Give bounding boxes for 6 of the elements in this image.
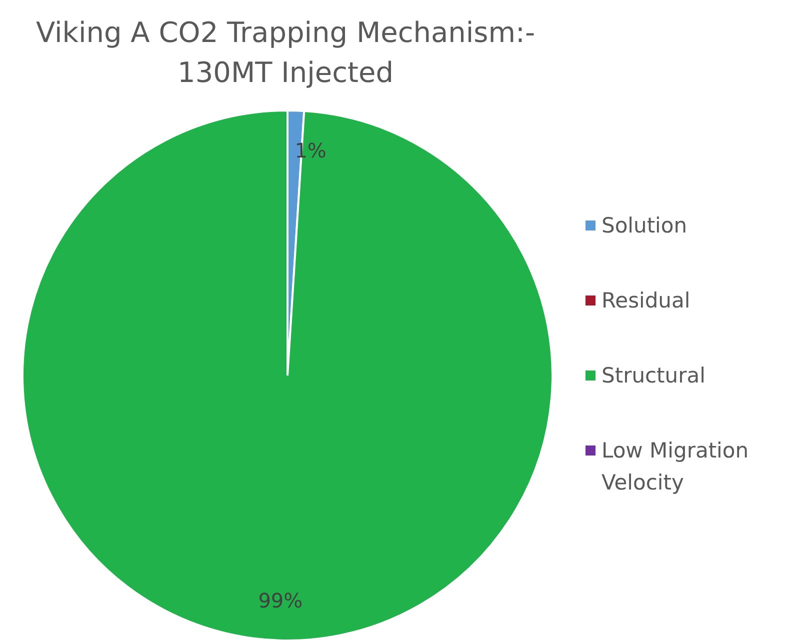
legend-label: Structural — [602, 364, 706, 388]
data-label: 99% — [258, 588, 303, 613]
legend-label: Low Migration Velocity — [602, 438, 749, 494]
legend-label: Residual — [602, 288, 690, 312]
chart-title: Viking A CO2 Trapping Mechanism:- 130MT Injected — [36, 16, 536, 89]
legend-label: Solution — [602, 214, 688, 238]
